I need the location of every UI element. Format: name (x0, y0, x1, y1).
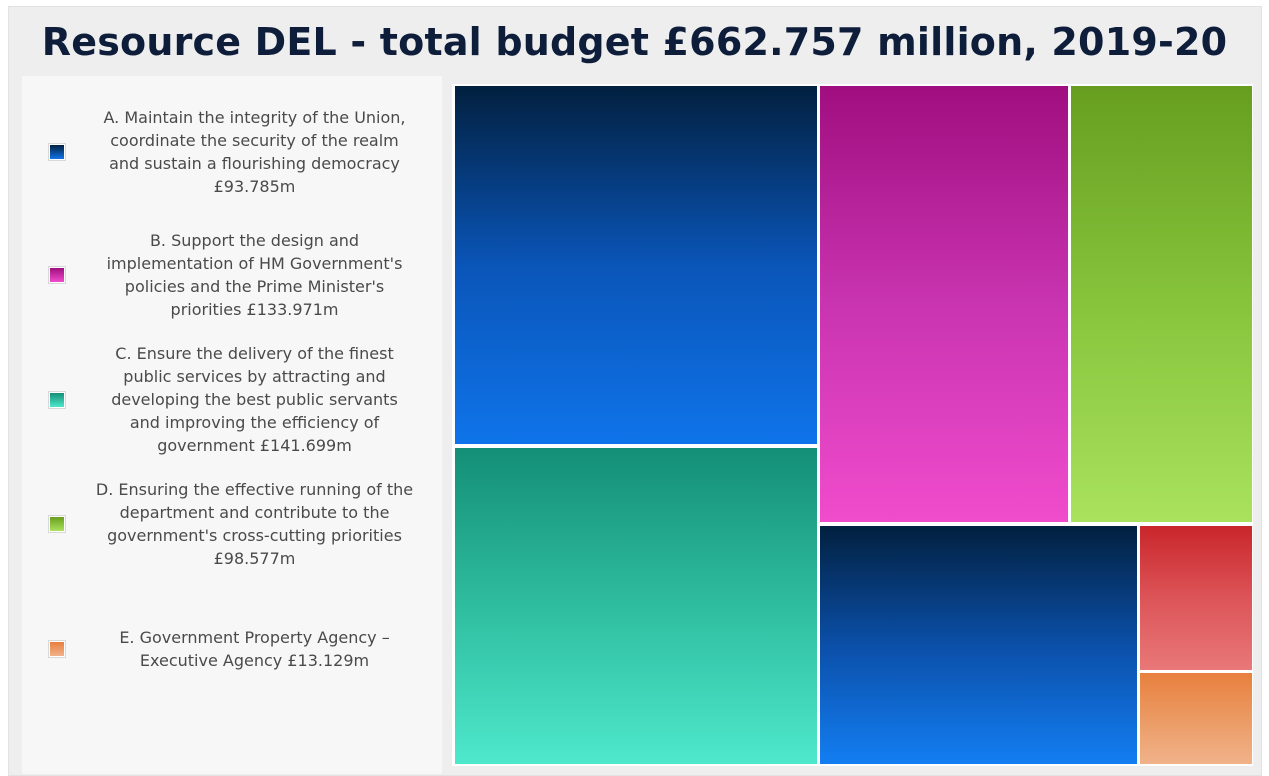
tile-g (1140, 526, 1252, 670)
tile-f (820, 526, 1137, 764)
chart-title: Resource DEL - total budget £662.757 mil… (41, 20, 1228, 64)
tile-a (455, 86, 817, 444)
tile-b (820, 86, 1068, 522)
legend-label-e: E. Government Property Agency – Executiv… (119, 628, 390, 670)
legend-label-a: A. Maintain the integrity of the Union, … (103, 108, 406, 196)
legend-swatch-e (49, 641, 65, 657)
legend-label-d: D. Ensuring the effective running of the… (95, 480, 414, 568)
legend-swatch-c (49, 391, 65, 408)
legend-label-b: B. Support the design and implementation… (106, 231, 403, 319)
legend-swatch-a (49, 144, 65, 160)
legend-label-c: C. Ensure the delivery of the finest pub… (111, 344, 398, 455)
legend-item-d: D. Ensuring the effective running of the… (22, 478, 442, 570)
legend: A. Maintain the integrity of the Union, … (22, 76, 442, 774)
tile-c (455, 448, 817, 764)
legend-item-e: E. Government Property Agency – Executiv… (22, 626, 442, 672)
legend-swatch-b (49, 267, 65, 283)
legend-item-c: C. Ensure the delivery of the finest pub… (22, 342, 442, 457)
tile-d (1071, 86, 1252, 522)
tile-e (1140, 673, 1252, 764)
legend-item-a: A. Maintain the integrity of the Union, … (22, 106, 442, 198)
legend-item-b: B. Support the design and implementation… (22, 229, 442, 321)
legend-swatch-d (49, 516, 65, 532)
